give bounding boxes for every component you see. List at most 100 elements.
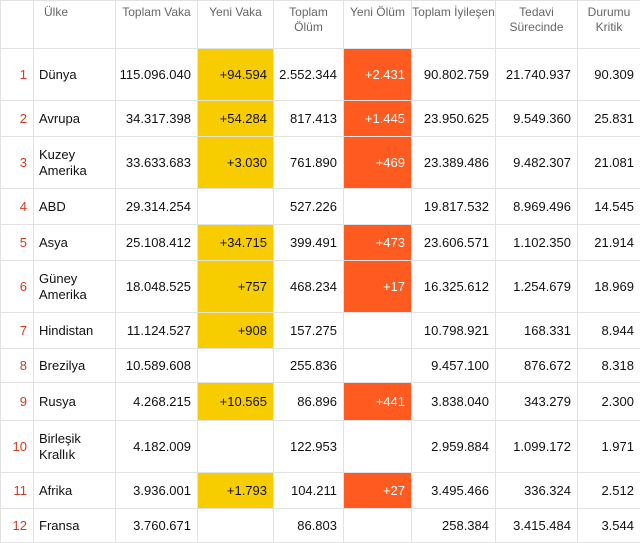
- active-cell: 21.740.937: [496, 49, 578, 101]
- header-total-recovered[interactable]: Toplam İyileşen: [412, 1, 496, 49]
- recovered-cell: 3.838.040: [412, 383, 496, 421]
- total-deaths-cell: 527.226: [274, 189, 344, 225]
- country-cell[interactable]: Kuzey Amerika: [34, 137, 116, 189]
- header-new-cases[interactable]: Yeni Vaka: [198, 1, 274, 49]
- country-cell[interactable]: Hindistan: [34, 313, 116, 349]
- active-cell: 168.331: [496, 313, 578, 349]
- new-deaths-cell: +1.445: [344, 101, 412, 137]
- new-deaths-cell: [344, 349, 412, 383]
- rank-cell: 3: [1, 137, 34, 189]
- new-cases-cell: +3.030: [198, 137, 274, 189]
- active-cell: 876.672: [496, 349, 578, 383]
- recovered-cell: 16.325.612: [412, 261, 496, 313]
- total-deaths-cell: 122.953: [274, 421, 344, 473]
- country-cell[interactable]: Brezilya: [34, 349, 116, 383]
- rank-cell: 9: [1, 383, 34, 421]
- header-total-cases[interactable]: Toplam Vaka: [116, 1, 198, 49]
- new-deaths-cell: +2.431: [344, 49, 412, 101]
- header-country[interactable]: Ülke: [34, 1, 116, 49]
- rank-cell: 1: [1, 49, 34, 101]
- country-cell[interactable]: Asya: [34, 225, 116, 261]
- new-deaths-cell: +441: [344, 383, 412, 421]
- critical-cell: 3.544: [578, 509, 640, 543]
- country-cell[interactable]: ABD: [34, 189, 116, 225]
- new-cases-cell: +10.565: [198, 383, 274, 421]
- active-cell: 9.549.360: [496, 101, 578, 137]
- total-cases-cell: 25.108.412: [116, 225, 198, 261]
- recovered-cell: 10.798.921: [412, 313, 496, 349]
- country-cell[interactable]: Fransa: [34, 509, 116, 543]
- total-deaths-cell: 468.234: [274, 261, 344, 313]
- country-cell[interactable]: Dünya: [34, 49, 116, 101]
- recovered-cell: 258.384: [412, 509, 496, 543]
- rank-cell: 8: [1, 349, 34, 383]
- total-cases-cell: 3.760.671: [116, 509, 198, 543]
- total-cases-cell: 10.589.608: [116, 349, 198, 383]
- new-cases-cell: +1.793: [198, 473, 274, 509]
- new-cases-cell: +757: [198, 261, 274, 313]
- recovered-cell: 2.959.884: [412, 421, 496, 473]
- active-cell: 8.969.496: [496, 189, 578, 225]
- total-deaths-cell: 86.803: [274, 509, 344, 543]
- total-deaths-cell: 157.275: [274, 313, 344, 349]
- new-deaths-cell: +469: [344, 137, 412, 189]
- total-deaths-cell: 399.491: [274, 225, 344, 261]
- header-new-deaths[interactable]: Yeni Ölüm: [344, 1, 412, 49]
- rank-cell: 6: [1, 261, 34, 313]
- country-cell[interactable]: Avrupa: [34, 101, 116, 137]
- total-cases-cell: 3.936.001: [116, 473, 198, 509]
- rank-cell: 5: [1, 225, 34, 261]
- recovered-cell: 90.802.759: [412, 49, 496, 101]
- total-cases-cell: 29.314.254: [116, 189, 198, 225]
- header-active[interactable]: Tedavi Sürecinde: [496, 1, 578, 49]
- total-cases-cell: 4.268.215: [116, 383, 198, 421]
- critical-cell: 90.309: [578, 49, 640, 101]
- total-deaths-cell: 2.552.344: [274, 49, 344, 101]
- new-deaths-cell: +17: [344, 261, 412, 313]
- active-cell: 1.254.679: [496, 261, 578, 313]
- new-cases-cell: [198, 509, 274, 543]
- active-cell: 343.279: [496, 383, 578, 421]
- total-cases-cell: 33.633.683: [116, 137, 198, 189]
- rank-cell: 4: [1, 189, 34, 225]
- new-deaths-cell: [344, 509, 412, 543]
- rank-cell: 12: [1, 509, 34, 543]
- new-cases-cell: [198, 189, 274, 225]
- active-cell: 1.099.172: [496, 421, 578, 473]
- total-deaths-cell: 104.211: [274, 473, 344, 509]
- country-cell[interactable]: Afrika: [34, 473, 116, 509]
- critical-cell: 2.512: [578, 473, 640, 509]
- total-deaths-cell: 255.836: [274, 349, 344, 383]
- critical-cell: 18.969: [578, 261, 640, 313]
- recovered-cell: 23.950.625: [412, 101, 496, 137]
- country-cell[interactable]: Birleşik Krallık: [34, 421, 116, 473]
- new-deaths-cell: [344, 313, 412, 349]
- header-total-deaths[interactable]: Toplam Ölüm: [274, 1, 344, 49]
- total-deaths-cell: 817.413: [274, 101, 344, 137]
- active-cell: 3.415.484: [496, 509, 578, 543]
- critical-cell: 1.971: [578, 421, 640, 473]
- active-cell: 1.102.350: [496, 225, 578, 261]
- header-critical[interactable]: Durumu Kritik: [578, 1, 640, 49]
- total-deaths-cell: 761.890: [274, 137, 344, 189]
- country-cell[interactable]: Güney Amerika: [34, 261, 116, 313]
- header-rank: [1, 1, 34, 49]
- active-cell: 9.482.307: [496, 137, 578, 189]
- recovered-cell: 19.817.532: [412, 189, 496, 225]
- country-cell[interactable]: Rusya: [34, 383, 116, 421]
- new-deaths-cell: [344, 421, 412, 473]
- new-cases-cell: +94.594: [198, 49, 274, 101]
- new-deaths-cell: +27: [344, 473, 412, 509]
- new-cases-cell: +54.284: [198, 101, 274, 137]
